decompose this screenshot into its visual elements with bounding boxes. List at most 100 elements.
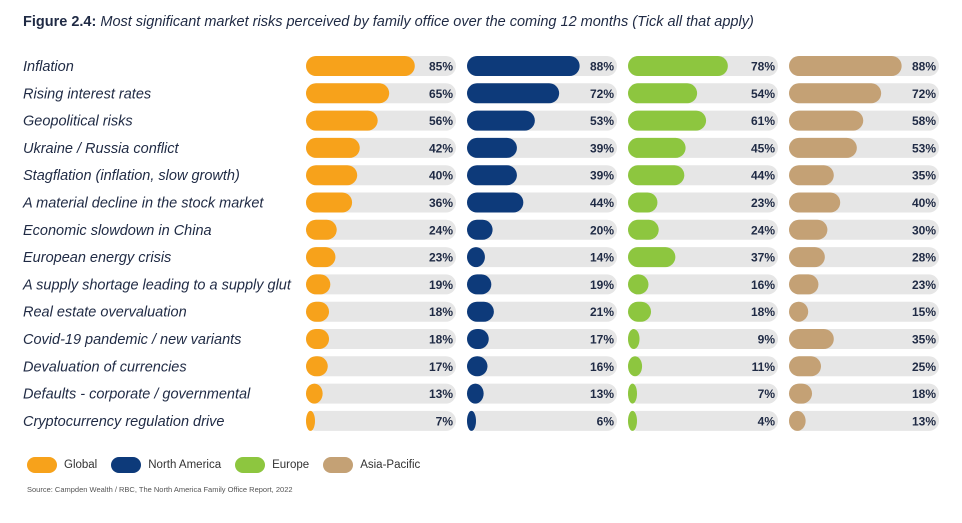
bar-track-europe-a-supply-shortage-leading-to-a-supply-glut <box>628 274 778 295</box>
bar-europe-defaults-corporate-governmental <box>628 383 637 404</box>
value-label-global-inflation: 85% <box>429 60 453 74</box>
bar-track-north-america-a-supply-shortage-leading-to-a-supply-glut <box>467 274 617 295</box>
bar-track-europe-real-estate-overvaluation <box>628 301 778 322</box>
legend-swatch-europe <box>235 457 266 473</box>
value-label-asia-pacific-real-estate-overvaluation: 15% <box>912 305 936 319</box>
bar-north-america-a-supply-shortage-leading-to-a-supply-glut <box>467 274 492 295</box>
bar-north-america-inflation <box>467 56 580 76</box>
bar-global-covid-19-pandemic-new-variants <box>306 329 330 349</box>
category-label-ukraine-russia-conflict: Ukraine / Russia conflict <box>23 141 179 157</box>
category-label-economic-slowdown-in-china: Economic slowdown in China <box>23 223 212 239</box>
bar-europe-covid-19-pandemic-new-variants <box>628 329 640 349</box>
bar-europe-geopolitical-risks <box>628 110 707 131</box>
bar-north-america-a-material-decline-in-the-stock-market <box>467 192 524 213</box>
bar-track-europe-covid-19-pandemic-new-variants <box>628 329 778 349</box>
legend-label-europe: Europe <box>272 459 310 471</box>
bar-asia-pacific-stagflation-inflation-slow-growth <box>789 165 834 186</box>
value-label-global-ukraine-russia-conflict: 42% <box>429 141 453 155</box>
bar-track-europe-economic-slowdown-in-china <box>628 219 778 240</box>
bar-global-stagflation-inflation-slow-growth <box>306 165 358 186</box>
bar-europe-a-supply-shortage-leading-to-a-supply-glut <box>628 274 649 295</box>
bar-europe-inflation <box>628 56 728 76</box>
bar-global-ukraine-russia-conflict <box>306 137 360 158</box>
bar-track-asia-pacific-defaults-corporate-governmental <box>789 383 939 404</box>
value-label-global-real-estate-overvaluation: 18% <box>429 305 453 319</box>
category-label-a-supply-shortage-leading-to-a-supply-glut: A supply shortage leading to a supply gl… <box>22 277 292 293</box>
bar-asia-pacific-covid-19-pandemic-new-variants <box>789 329 834 349</box>
bar-track-north-america-european-energy-crisis <box>467 247 617 268</box>
legend-item-north-america: North America <box>111 457 221 473</box>
bar-europe-a-material-decline-in-the-stock-market <box>628 192 658 213</box>
value-label-north-america-a-material-decline-in-the-stock-market: 44% <box>590 196 614 210</box>
bar-asia-pacific-inflation <box>789 56 902 76</box>
bar-global-defaults-corporate-governmental <box>306 383 323 404</box>
value-label-europe-stagflation-inflation-slow-growth: 44% <box>751 169 775 183</box>
bar-track-asia-pacific-real-estate-overvaluation <box>789 301 939 322</box>
bar-europe-stagflation-inflation-slow-growth <box>628 165 685 186</box>
value-label-europe-geopolitical-risks: 61% <box>751 114 775 128</box>
bar-global-european-energy-crisis <box>306 247 336 268</box>
value-label-north-america-covid-19-pandemic-new-variants: 17% <box>590 333 614 347</box>
value-label-global-covid-19-pandemic-new-variants: 18% <box>429 333 453 347</box>
value-label-global-devaluation-of-currencies: 17% <box>429 360 453 374</box>
value-label-north-america-stagflation-inflation-slow-growth: 39% <box>590 169 614 183</box>
value-label-north-america-devaluation-of-currencies: 16% <box>590 360 614 374</box>
bar-track-asia-pacific-devaluation-of-currencies <box>789 356 939 377</box>
bar-asia-pacific-geopolitical-risks <box>789 110 864 131</box>
risk-chart: Inflation 85% 88% 78% 88% Rising interest rat… <box>22 56 939 431</box>
bar-track-global-cryptocurrency-regulation-drive <box>306 410 456 431</box>
legend-swatch-asia-pacific <box>323 457 354 473</box>
figure-caption: Most significant market risks perceived … <box>100 14 754 30</box>
bar-global-a-supply-shortage-leading-to-a-supply-glut <box>306 274 331 295</box>
value-label-global-stagflation-inflation-slow-growth: 40% <box>429 169 453 183</box>
value-label-europe-cryptocurrency-regulation-drive: 4% <box>758 414 776 428</box>
value-label-asia-pacific-defaults-corporate-governmental: 18% <box>912 387 936 401</box>
legend: Global North America Europe Asia-Pacific <box>27 457 434 473</box>
value-label-north-america-defaults-corporate-governmental: 13% <box>590 387 614 401</box>
legend-item-asia-pacific: Asia-Pacific <box>323 457 420 473</box>
value-label-europe-a-supply-shortage-leading-to-a-supply-glut: 16% <box>751 278 775 292</box>
bar-track-north-america-cryptocurrency-regulation-drive <box>467 410 617 431</box>
category-label-stagflation-inflation-slow-growth: Stagflation (inflation, slow growth) <box>23 168 240 184</box>
value-label-global-economic-slowdown-in-china: 24% <box>429 223 453 237</box>
value-label-global-cryptocurrency-regulation-drive: 7% <box>436 414 454 428</box>
bar-track-global-covid-19-pandemic-new-variants <box>306 329 456 349</box>
category-label-a-material-decline-in-the-stock-market: A material decline in the stock market <box>22 196 264 212</box>
bar-asia-pacific-ukraine-russia-conflict <box>789 137 857 158</box>
bar-global-inflation <box>306 56 415 76</box>
bar-europe-european-energy-crisis <box>628 247 676 268</box>
value-label-asia-pacific-cryptocurrency-regulation-drive: 13% <box>912 414 936 428</box>
bar-track-europe-defaults-corporate-governmental <box>628 383 778 404</box>
category-label-geopolitical-risks: Geopolitical risks <box>23 114 133 130</box>
bar-asia-pacific-rising-interest-rates <box>789 83 882 104</box>
bar-asia-pacific-devaluation-of-currencies <box>789 356 821 377</box>
bar-asia-pacific-european-energy-crisis <box>789 247 825 268</box>
bar-global-economic-slowdown-in-china <box>306 219 337 240</box>
bar-track-asia-pacific-cryptocurrency-regulation-drive <box>789 410 939 431</box>
value-label-asia-pacific-geopolitical-risks: 58% <box>912 114 936 128</box>
bar-global-devaluation-of-currencies <box>306 356 328 377</box>
legend-swatch-north-america <box>111 457 142 473</box>
value-label-europe-covid-19-pandemic-new-variants: 9% <box>758 333 776 347</box>
bar-north-america-stagflation-inflation-slow-growth <box>467 165 517 186</box>
value-label-asia-pacific-a-material-decline-in-the-stock-market: 40% <box>912 196 936 210</box>
value-label-north-america-a-supply-shortage-leading-to-a-supply-glut: 19% <box>590 278 614 292</box>
category-label-devaluation-of-currencies: Devaluation of currencies <box>23 359 187 375</box>
figure-label: Figure 2.4: <box>23 14 97 30</box>
bar-track-north-america-covid-19-pandemic-new-variants <box>467 329 617 349</box>
bar-north-america-defaults-corporate-governmental <box>467 383 484 404</box>
figure-title: Figure 2.4: Most significant market risk… <box>23 14 754 30</box>
value-label-global-a-material-decline-in-the-stock-market: 36% <box>429 196 453 210</box>
bar-europe-devaluation-of-currencies <box>628 356 643 377</box>
category-label-defaults-corporate-governmental: Defaults - corporate / governmental <box>23 387 251 403</box>
bar-europe-real-estate-overvaluation <box>628 301 652 322</box>
legend-label-north-america: North America <box>148 459 222 471</box>
bar-track-north-america-defaults-corporate-governmental <box>467 383 617 404</box>
value-label-north-america-geopolitical-risks: 53% <box>590 114 614 128</box>
bar-track-asia-pacific-european-energy-crisis <box>789 247 939 268</box>
bar-track-north-america-real-estate-overvaluation <box>467 301 617 322</box>
bar-track-north-america-economic-slowdown-in-china <box>467 219 617 240</box>
value-label-europe-ukraine-russia-conflict: 45% <box>751 141 775 155</box>
source-note: Source: Campden Wealth / RBC, The North … <box>27 485 293 494</box>
legend-label-asia-pacific: Asia-Pacific <box>360 459 421 471</box>
